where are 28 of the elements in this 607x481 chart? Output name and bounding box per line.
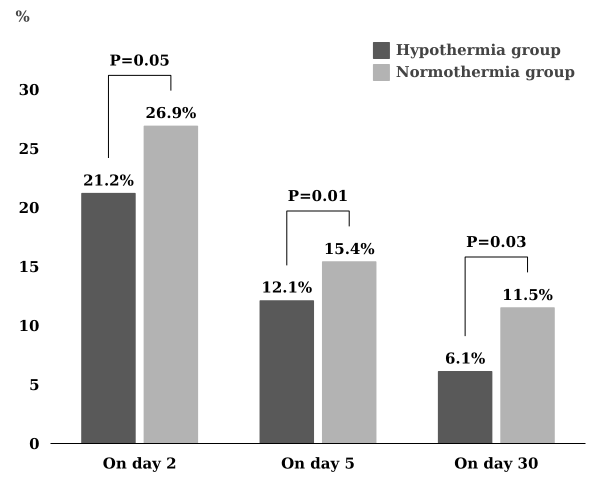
- bar: [322, 261, 376, 444]
- data-label: 26.9%: [145, 104, 196, 122]
- legend-label: Normothermia group: [396, 63, 575, 81]
- legend-label: Hypothermia group: [396, 41, 561, 59]
- annotation: P=0.01: [288, 187, 348, 206]
- bar: [144, 126, 198, 444]
- y-tick-label: 20: [18, 199, 40, 217]
- data-label: 12.1%: [261, 278, 312, 297]
- y-axis-title: %: [16, 8, 30, 26]
- y-tick-label: 10: [18, 317, 40, 335]
- y-tick-label: 30: [18, 81, 40, 99]
- bar: [81, 192, 136, 444]
- bar: [438, 371, 492, 444]
- text: P=0.05: [109, 51, 170, 70]
- data-label: 6.1%: [444, 350, 486, 368]
- y-tick-label: 0: [29, 435, 40, 453]
- data-label: 15.4%: [324, 240, 375, 258]
- annotation: P=0.03: [466, 233, 527, 252]
- y-tick-label: 5: [29, 376, 40, 394]
- y-tick-label: 25: [18, 140, 40, 158]
- x-tick-label: On day 5: [281, 454, 355, 472]
- data-label: 11.5%: [502, 286, 553, 304]
- x-tick-label: On day 2: [102, 454, 177, 472]
- x-tick-label: On day 30: [454, 454, 538, 472]
- bar: [260, 300, 314, 444]
- data-label: 21.2%: [83, 171, 134, 190]
- bar: [500, 307, 555, 444]
- y-tick-label: 15: [18, 258, 40, 276]
